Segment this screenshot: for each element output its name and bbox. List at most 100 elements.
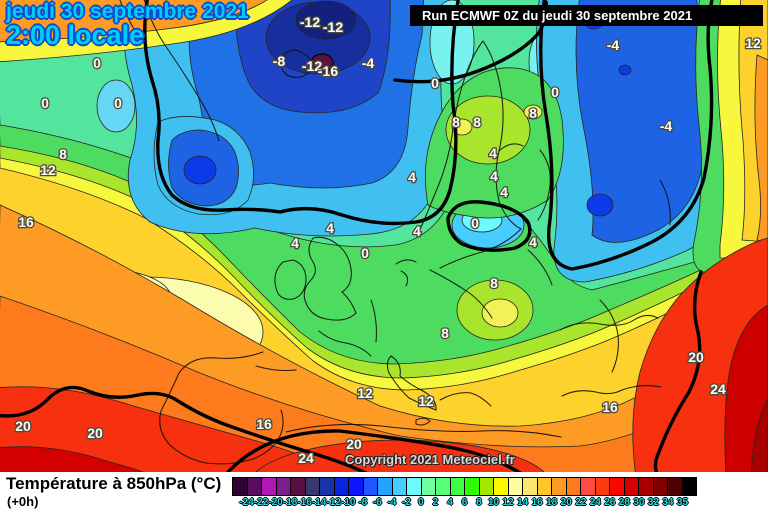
contour-label: 20	[87, 425, 103, 441]
legend-swatch	[261, 477, 277, 496]
legend-swatch	[275, 477, 291, 496]
contour-label: 0	[114, 95, 122, 111]
contour-label: -8	[273, 53, 286, 69]
legend-swatch	[333, 477, 349, 496]
legend-swatch	[652, 477, 668, 496]
legend-tick: 28	[618, 497, 630, 508]
contour-label: 24	[710, 381, 726, 397]
footer-bar: Température à 850hPa (°C) (+0h) -24 -22 -2…	[0, 472, 768, 512]
contour-label: -16	[318, 63, 338, 79]
contour-label: 8	[452, 114, 460, 130]
contour-label: -12	[302, 58, 322, 74]
legend-swatch	[594, 477, 610, 496]
contour-label: 4	[291, 235, 299, 251]
legend-tick: 30	[633, 497, 645, 508]
legend-swatch	[246, 477, 262, 496]
contour-label: -4	[607, 37, 620, 53]
legend-tick: 2	[432, 497, 439, 508]
legend-tick: 0	[418, 497, 424, 508]
contour-label: -4	[362, 55, 375, 71]
legend-swatch	[362, 477, 378, 496]
contour-label: 20	[15, 418, 31, 434]
contour-label: 4	[529, 234, 537, 250]
legend-tick: 35	[676, 497, 689, 508]
forecast-step: (+0h)	[7, 494, 39, 509]
contour-label: -12	[323, 19, 343, 35]
legend-swatch	[232, 477, 248, 496]
legend-swatch	[406, 477, 422, 496]
legend-tick: 8	[476, 497, 482, 508]
legend-swatch	[565, 477, 581, 496]
legend-swatch	[304, 477, 320, 496]
temperature-map: 0 0 0 8 12 16 -12 -12 -8 -12 -16 -4 -4 -4 12 0 0 8 8 8 4 4 4 4 4…	[0, 0, 768, 472]
legend-swatch	[420, 477, 436, 496]
legend-swatch	[507, 477, 523, 496]
contour-label: 12	[357, 385, 373, 401]
legend-tick: -22	[253, 497, 269, 508]
legend-tick: 24	[589, 497, 601, 508]
legend-swatch	[522, 477, 538, 496]
legend-tick: 14	[517, 497, 529, 508]
legend-tick: 12	[502, 497, 514, 508]
legend-tick: -6	[372, 497, 382, 508]
copyright-text: Copyright 2021 Meteociel.fr	[345, 452, 515, 467]
legend-swatch	[377, 477, 393, 496]
legend-color-scale	[232, 477, 697, 496]
temperature-legend: -24 -22 -20 -18 -16 -14 -12 -10 -8 -6 -4 -2 0 2 4 6 8 10 1…	[232, 477, 697, 508]
legend-tick: 22	[575, 497, 587, 508]
legend-tick: -16	[297, 497, 312, 508]
legend-swatch	[681, 477, 697, 496]
contour-label: 0	[41, 95, 49, 111]
contour-label: -4	[660, 118, 673, 134]
legend-tick: -14	[311, 497, 327, 508]
contour-label: 8	[490, 275, 498, 291]
temperature-bands	[0, 0, 768, 472]
legend-swatch	[290, 477, 306, 496]
contour-label: 0	[431, 75, 439, 91]
legend-swatch	[464, 477, 480, 496]
legend-tick: -18	[282, 497, 298, 508]
contour-label: 12	[418, 393, 434, 409]
legend-tick: 6	[461, 497, 468, 508]
legend-tick: 18	[546, 497, 558, 508]
legend-tick: -4	[387, 497, 397, 508]
legend-swatch	[435, 477, 451, 496]
legend-tick: 20	[560, 497, 572, 508]
map-title: Température à 850hPa (°C)	[6, 474, 222, 493]
contour-label: 8	[473, 114, 481, 130]
contour-label: 24	[298, 450, 314, 466]
legend-tick: 26	[604, 497, 616, 508]
contour-label: 4	[490, 168, 498, 184]
legend-swatch	[493, 477, 509, 496]
legend-swatch	[638, 477, 654, 496]
contour-label: 4	[413, 223, 421, 239]
legend-swatch	[667, 477, 683, 496]
legend-swatch	[623, 477, 639, 496]
legend-tick: 32	[647, 497, 659, 508]
coastlines	[119, 0, 671, 465]
legend-tick: 16	[531, 497, 543, 508]
contour-label: 4	[489, 145, 497, 161]
contour-label: 4	[326, 220, 334, 236]
legend-swatch	[391, 477, 407, 496]
contour-label: 20	[346, 436, 362, 452]
contour-label: 0	[361, 245, 369, 261]
contour-label: 0	[471, 215, 479, 231]
legend-swatch	[348, 477, 364, 496]
legend-swatch	[536, 477, 552, 496]
contour-label: 20	[688, 349, 704, 365]
legend-tick: -12	[326, 497, 341, 508]
legend-swatch	[478, 477, 494, 496]
contour-label: -12	[300, 14, 320, 30]
legend-swatch	[609, 477, 625, 496]
contour-label: 8	[59, 146, 67, 162]
contour-label: 8	[441, 325, 449, 341]
legend-tick: -8	[358, 497, 368, 508]
legend-swatch	[319, 477, 335, 496]
contour-label: 12	[40, 162, 56, 178]
legend-tick: -20	[268, 497, 283, 508]
contour-label: 16	[256, 416, 272, 432]
contour-label: 4	[408, 169, 416, 185]
